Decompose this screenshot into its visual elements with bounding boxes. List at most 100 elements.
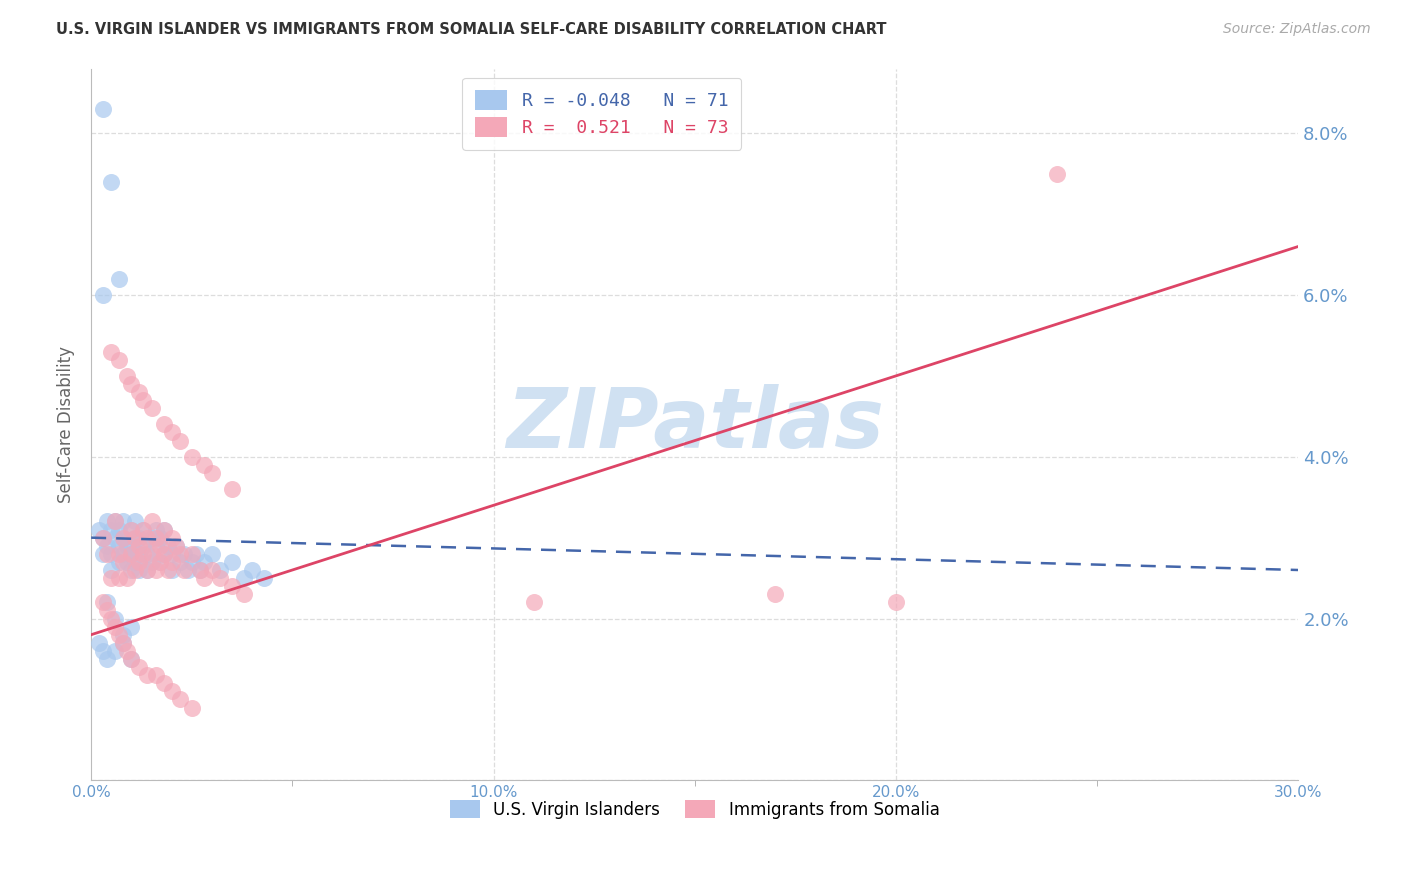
Point: [120, 652, 142, 666]
Point: [221, 555, 243, 569]
Point: [188, 563, 211, 577]
Point: [96, 515, 118, 529]
Point: [132, 547, 155, 561]
Point: [233, 571, 256, 585]
Point: [136, 563, 159, 577]
Point: [180, 450, 202, 464]
Point: [128, 539, 150, 553]
Point: [120, 652, 142, 666]
Point: [141, 401, 163, 416]
Point: [124, 531, 146, 545]
Point: [112, 636, 135, 650]
Point: [201, 547, 224, 561]
Point: [104, 611, 127, 625]
Point: [201, 466, 224, 480]
Point: [208, 563, 231, 577]
Point: [112, 555, 135, 569]
Point: [173, 547, 195, 561]
Point: [136, 531, 159, 545]
Point: [208, 571, 231, 585]
Point: [128, 555, 150, 569]
Point: [152, 417, 174, 432]
Point: [148, 539, 170, 553]
Point: [1046, 167, 1069, 181]
Point: [120, 563, 142, 577]
Point: [108, 352, 131, 367]
Point: [120, 523, 142, 537]
Point: [117, 555, 139, 569]
Point: [132, 523, 155, 537]
Point: [180, 555, 202, 569]
Point: [136, 563, 159, 577]
Point: [100, 175, 122, 189]
Point: [117, 571, 139, 585]
Point: [91, 595, 114, 609]
Point: [152, 547, 174, 561]
Point: [165, 539, 187, 553]
Point: [91, 644, 114, 658]
Point: [100, 344, 122, 359]
Point: [177, 563, 200, 577]
Point: [136, 668, 159, 682]
Point: [124, 555, 146, 569]
Point: [100, 563, 122, 577]
Point: [89, 523, 111, 537]
Point: [160, 555, 183, 569]
Point: [104, 515, 127, 529]
Point: [152, 523, 174, 537]
Point: [120, 523, 142, 537]
Point: [91, 531, 114, 545]
Point: [104, 644, 127, 658]
Point: [104, 515, 127, 529]
Point: [160, 684, 183, 698]
Point: [884, 595, 907, 609]
Point: [145, 523, 167, 537]
Point: [132, 539, 155, 553]
Point: [145, 563, 167, 577]
Point: [156, 539, 179, 553]
Text: U.S. VIRGIN ISLANDER VS IMMIGRANTS FROM SOMALIA SELF-CARE DISABILITY CORRELATION: U.S. VIRGIN ISLANDER VS IMMIGRANTS FROM …: [56, 22, 887, 37]
Point: [120, 619, 142, 633]
Point: [173, 563, 195, 577]
Point: [128, 531, 150, 545]
Point: [112, 531, 135, 545]
Point: [120, 547, 142, 561]
Point: [128, 660, 150, 674]
Point: [128, 563, 150, 577]
Point: [160, 425, 183, 440]
Point: [132, 523, 155, 537]
Point: [108, 555, 131, 569]
Point: [108, 628, 131, 642]
Point: [96, 652, 118, 666]
Point: [136, 547, 159, 561]
Point: [160, 563, 183, 577]
Point: [117, 644, 139, 658]
Point: [221, 579, 243, 593]
Point: [193, 555, 215, 569]
Point: [91, 547, 114, 561]
Point: [148, 555, 170, 569]
Point: [160, 531, 183, 545]
Point: [100, 571, 122, 585]
Point: [132, 393, 155, 408]
Point: [112, 531, 135, 545]
Point: [141, 547, 163, 561]
Point: [180, 700, 202, 714]
Point: [193, 571, 215, 585]
Point: [117, 539, 139, 553]
Point: [180, 547, 202, 561]
Point: [108, 547, 131, 561]
Point: [104, 619, 127, 633]
Point: [108, 523, 131, 537]
Point: [120, 547, 142, 561]
Point: [120, 539, 142, 553]
Point: [112, 636, 135, 650]
Point: [188, 563, 211, 577]
Point: [184, 547, 207, 561]
Point: [100, 611, 122, 625]
Point: [152, 676, 174, 690]
Point: [165, 539, 187, 553]
Point: [523, 595, 546, 609]
Point: [91, 288, 114, 302]
Point: [169, 434, 191, 448]
